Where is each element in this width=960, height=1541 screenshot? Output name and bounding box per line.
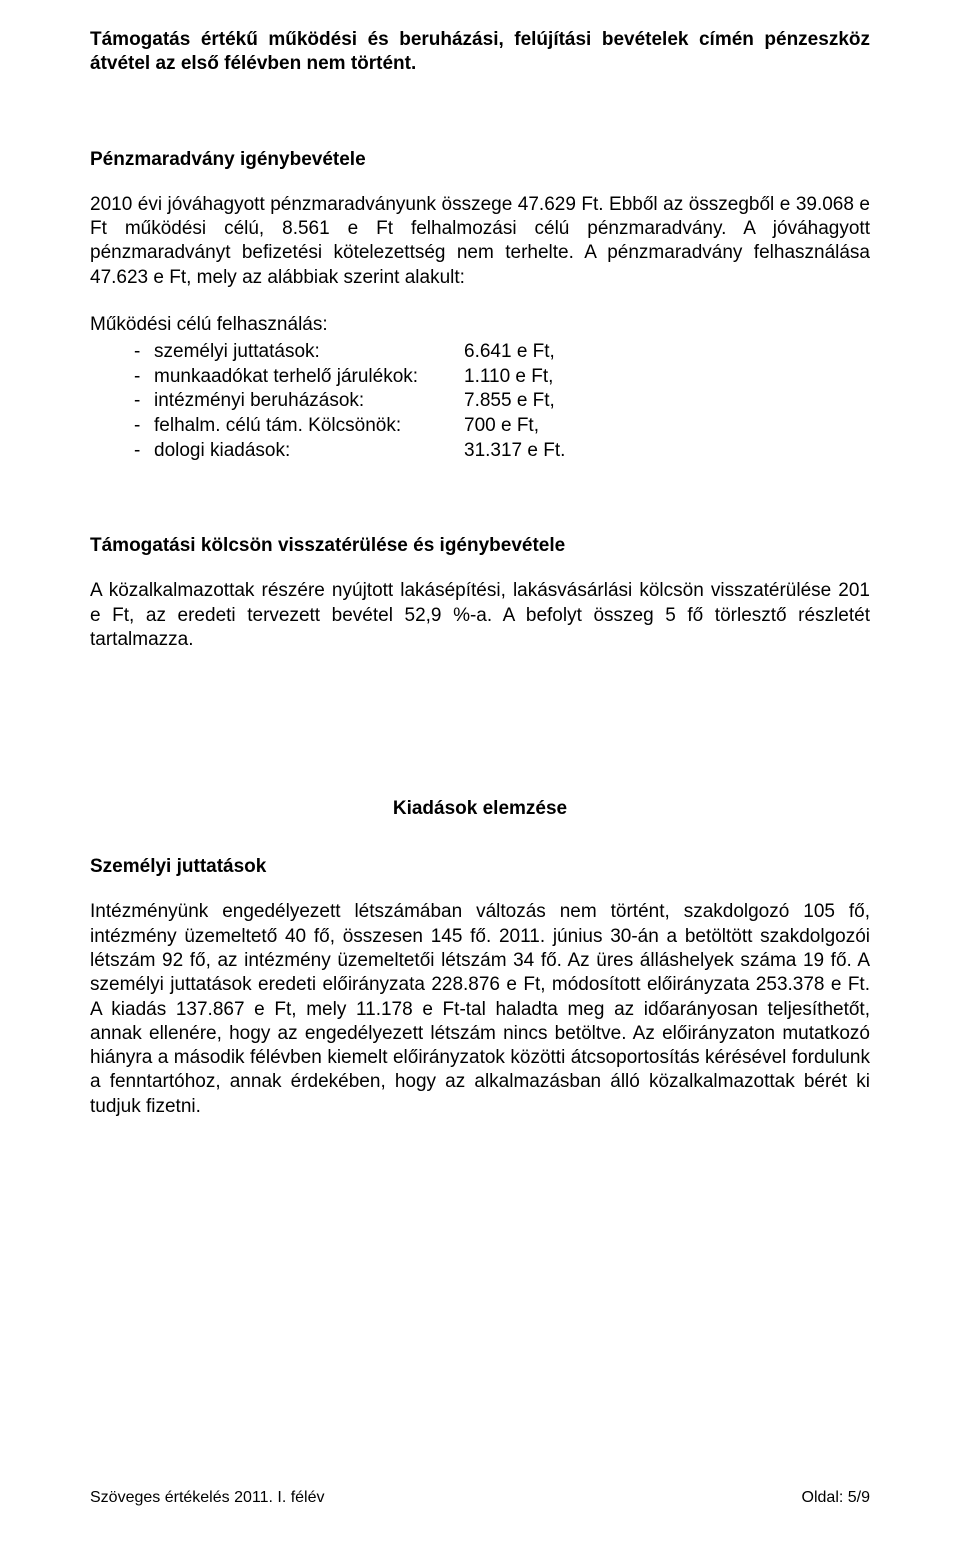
- document-page: Támogatás értékű működési és beruházási,…: [0, 0, 960, 1541]
- footer-right: Oldal: 5/9: [802, 1489, 870, 1507]
- list-item-label: személyi juttatások:: [154, 340, 464, 365]
- list-intro: Működési célú felhasználás:: [90, 314, 870, 336]
- list-item: - dologi kiadások: 31.317 e Ft.: [90, 439, 870, 464]
- section-title-penzmaradvany: Pénzmaradvány igénybevétele: [90, 149, 870, 171]
- footer-left: Szöveges értékelés 2011. I. félév: [90, 1489, 325, 1507]
- usage-list: Működési célú felhasználás: - személyi j…: [90, 314, 870, 463]
- list-item-label: dologi kiadások:: [154, 439, 464, 464]
- section-title-szemelyi: Személyi juttatások: [90, 856, 870, 878]
- list-item-value: 6.641 e Ft,: [464, 340, 555, 365]
- page-footer: Szöveges értékelés 2011. I. félév Oldal:…: [90, 1489, 870, 1507]
- dash-icon: -: [134, 414, 154, 439]
- list-item-label: munkaadókat terhelő járulékok:: [154, 365, 464, 390]
- penzmaradvany-paragraph: 2010 évi jóváhagyott pénzmaradványunk ös…: [90, 193, 870, 290]
- dash-icon: -: [134, 340, 154, 365]
- dash-icon: -: [134, 389, 154, 414]
- list-item-value: 700 e Ft,: [464, 414, 539, 439]
- list-item: - munkaadókat terhelő járulékok: 1.110 e…: [90, 365, 870, 390]
- intro-paragraph: Támogatás értékű működési és beruházási,…: [90, 28, 870, 77]
- dash-icon: -: [134, 365, 154, 390]
- list-item-value: 7.855 e Ft,: [464, 389, 555, 414]
- list-item: - intézményi beruházások: 7.855 e Ft,: [90, 389, 870, 414]
- list-item: - személyi juttatások: 6.641 e Ft,: [90, 340, 870, 365]
- list-item-value: 31.317 e Ft.: [464, 439, 565, 464]
- list-item-label: felhalm. célú tám. Kölcsönök:: [154, 414, 464, 439]
- section-title-kiadasok: Kiadások elemzése: [90, 798, 870, 820]
- list-item-value: 1.110 e Ft,: [464, 365, 553, 390]
- section-title-tamogatasi: Támogatási kölcsön visszatérülése és igé…: [90, 535, 870, 557]
- szemelyi-paragraph: Intézményünk engedélyezett létszámában v…: [90, 900, 870, 1119]
- list-item-label: intézményi beruházások:: [154, 389, 464, 414]
- tamogatasi-paragraph: A közalkalmazottak részére nyújtott laká…: [90, 579, 870, 652]
- list-item: - felhalm. célú tám. Kölcsönök: 700 e Ft…: [90, 414, 870, 439]
- dash-icon: -: [134, 439, 154, 464]
